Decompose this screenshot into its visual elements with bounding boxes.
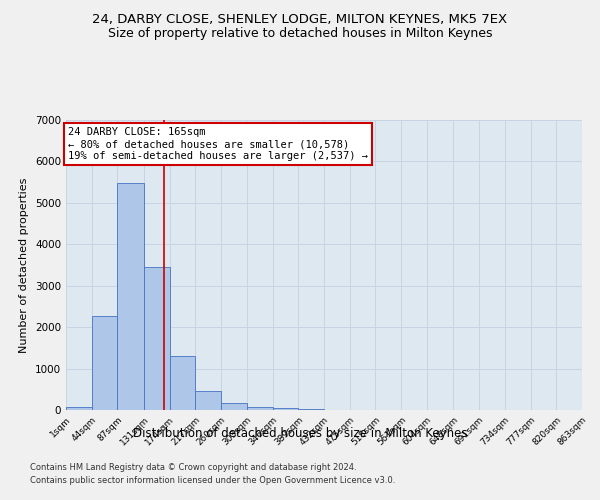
- Bar: [144, 268, 170, 410]
- Bar: [298, 409, 324, 410]
- Bar: [195, 391, 221, 410]
- Bar: [118, 183, 144, 410]
- Text: Contains HM Land Registry data © Crown copyright and database right 2024.: Contains HM Land Registry data © Crown c…: [30, 462, 356, 471]
- Text: Size of property relative to detached houses in Milton Keynes: Size of property relative to detached ho…: [108, 28, 492, 40]
- Y-axis label: Number of detached properties: Number of detached properties: [19, 178, 29, 352]
- Bar: [66, 407, 92, 410]
- Bar: [221, 404, 247, 410]
- Bar: [272, 408, 298, 410]
- Bar: [247, 406, 272, 410]
- Bar: [170, 356, 195, 410]
- Bar: [92, 316, 118, 410]
- Text: 24 DARBY CLOSE: 165sqm
← 80% of detached houses are smaller (10,578)
19% of semi: 24 DARBY CLOSE: 165sqm ← 80% of detached…: [68, 128, 368, 160]
- Text: Distribution of detached houses by size in Milton Keynes: Distribution of detached houses by size …: [133, 428, 467, 440]
- Text: 24, DARBY CLOSE, SHENLEY LODGE, MILTON KEYNES, MK5 7EX: 24, DARBY CLOSE, SHENLEY LODGE, MILTON K…: [92, 12, 508, 26]
- Text: Contains public sector information licensed under the Open Government Licence v3: Contains public sector information licen…: [30, 476, 395, 485]
